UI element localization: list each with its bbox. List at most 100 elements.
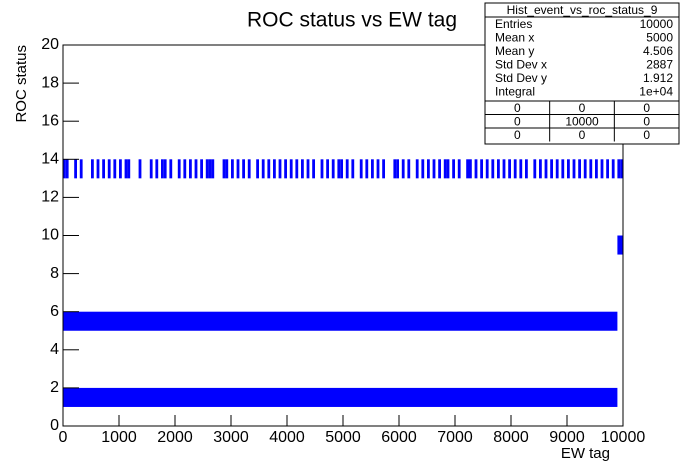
- bin-stripe: [205, 159, 209, 179]
- y-tick-label: 10: [41, 227, 59, 244]
- bin-stripe: [371, 159, 374, 179]
- stats-label: Std Dev y: [495, 71, 547, 85]
- x-tick-label: 6000: [381, 429, 417, 446]
- bin-stripe: [337, 159, 341, 179]
- stats-cell: 10000: [565, 114, 599, 128]
- x-tick-label: 5000: [325, 429, 361, 446]
- bin-stripe: [595, 159, 598, 179]
- bin-stripe: [149, 159, 153, 179]
- bin-stripe: [438, 159, 441, 179]
- bin-stripe: [396, 159, 399, 179]
- stats-value: 1e+04: [639, 85, 673, 99]
- bin-stripe: [273, 159, 276, 179]
- bin-stripe: [284, 159, 287, 179]
- bin-stripe: [74, 159, 77, 179]
- bin-stripe: [177, 159, 181, 179]
- y-axis-label: ROC status: [13, 45, 30, 123]
- bin-stripe: [278, 159, 282, 179]
- bin-stripe: [474, 159, 478, 179]
- bin-stripe: [578, 159, 581, 179]
- y-tick-label: 16: [41, 112, 59, 129]
- stats-value: 10000: [640, 17, 674, 31]
- y-tick-label: 20: [41, 36, 59, 53]
- bin-stripe: [102, 159, 105, 179]
- bin-stripe: [359, 159, 363, 179]
- bin-stripe: [289, 159, 293, 179]
- bin-stripe: [600, 159, 604, 179]
- x-tick-label: 8000: [493, 429, 529, 446]
- x-tick-label: 4000: [269, 429, 305, 446]
- bin-stripe: [236, 159, 240, 179]
- y-tick-label: 0: [50, 417, 59, 434]
- bin-stripe: [200, 159, 203, 179]
- bin-stripe: [544, 159, 548, 179]
- bin-stripe: [519, 159, 523, 179]
- bin-stripe: [606, 159, 609, 179]
- bin-stripe: [567, 159, 570, 179]
- bin-stripe: [620, 159, 623, 179]
- bin-stripe: [267, 159, 271, 179]
- bin-stripe: [539, 159, 542, 179]
- bin-stripe: [351, 159, 355, 179]
- x-tick-label: 0: [59, 429, 68, 446]
- bin-stripe: [457, 159, 461, 179]
- bin-stripe: [365, 159, 369, 179]
- bin-stripe: [119, 159, 122, 179]
- bin-stripe: [113, 159, 117, 179]
- bin-stripe: [306, 159, 310, 179]
- y-tick-label: 8: [50, 265, 59, 282]
- bin-stripe: [469, 159, 472, 179]
- y-tick-label: 12: [41, 189, 59, 206]
- bin-stripe: [525, 159, 528, 179]
- bin-stripe: [617, 159, 621, 179]
- bin-stripe: [231, 159, 234, 179]
- bin-stripe: [189, 159, 192, 179]
- bin-stripe: [331, 159, 335, 179]
- stats-title: Hist_event_vs_roc_status_9: [507, 3, 658, 17]
- bin-stripe: [443, 159, 447, 179]
- bin-stripe: [415, 159, 419, 179]
- stats-cell: 0: [643, 114, 650, 128]
- bin-stripe: [508, 159, 511, 179]
- bin-stripe: [295, 159, 299, 179]
- stats-cell: 0: [514, 128, 521, 142]
- stats-cell: 0: [579, 101, 586, 115]
- bin-stripe: [138, 159, 142, 179]
- bin-stripe: [491, 159, 495, 179]
- bin-stripe: [407, 159, 411, 179]
- bin-stripe: [63, 159, 66, 179]
- bin-stripe: [91, 159, 94, 179]
- bin-stripe: [376, 159, 380, 179]
- stats-label: Integral: [495, 85, 535, 99]
- bin-stripe: [466, 159, 469, 179]
- bin-stripe: [452, 159, 455, 179]
- bin-stripe: [222, 159, 226, 179]
- bin-stripe: [96, 159, 100, 179]
- bin-stripe: [194, 159, 198, 179]
- bin-stripe: [555, 159, 559, 179]
- y-tick-label: 18: [41, 74, 59, 91]
- bin-stripe: [382, 159, 385, 179]
- bin-stripe: [432, 159, 436, 179]
- y-tick-label: 4: [50, 341, 59, 358]
- y-tick-label: 14: [41, 151, 59, 168]
- bin-stripe: [446, 159, 450, 179]
- stats-value: 2887: [646, 58, 673, 72]
- bin-stripe: [247, 159, 251, 179]
- stats-cell: 0: [579, 128, 586, 142]
- bin-box: [63, 387, 618, 407]
- bin-stripe: [611, 159, 615, 179]
- bin-stripe: [155, 159, 159, 179]
- stats-value: 4.506: [643, 44, 673, 58]
- bin-stripe: [502, 159, 506, 179]
- bin-stripe: [485, 159, 489, 179]
- bin-stripe: [393, 159, 397, 179]
- y-tick-label: 2: [50, 379, 59, 396]
- x-tick-label: 10000: [601, 429, 646, 446]
- bin-box: [617, 235, 623, 255]
- stats-box: [484, 2, 680, 145]
- x-tick-label: 7000: [437, 429, 473, 446]
- x-tick-label: 9000: [549, 429, 585, 446]
- bin-stripe: [208, 159, 212, 179]
